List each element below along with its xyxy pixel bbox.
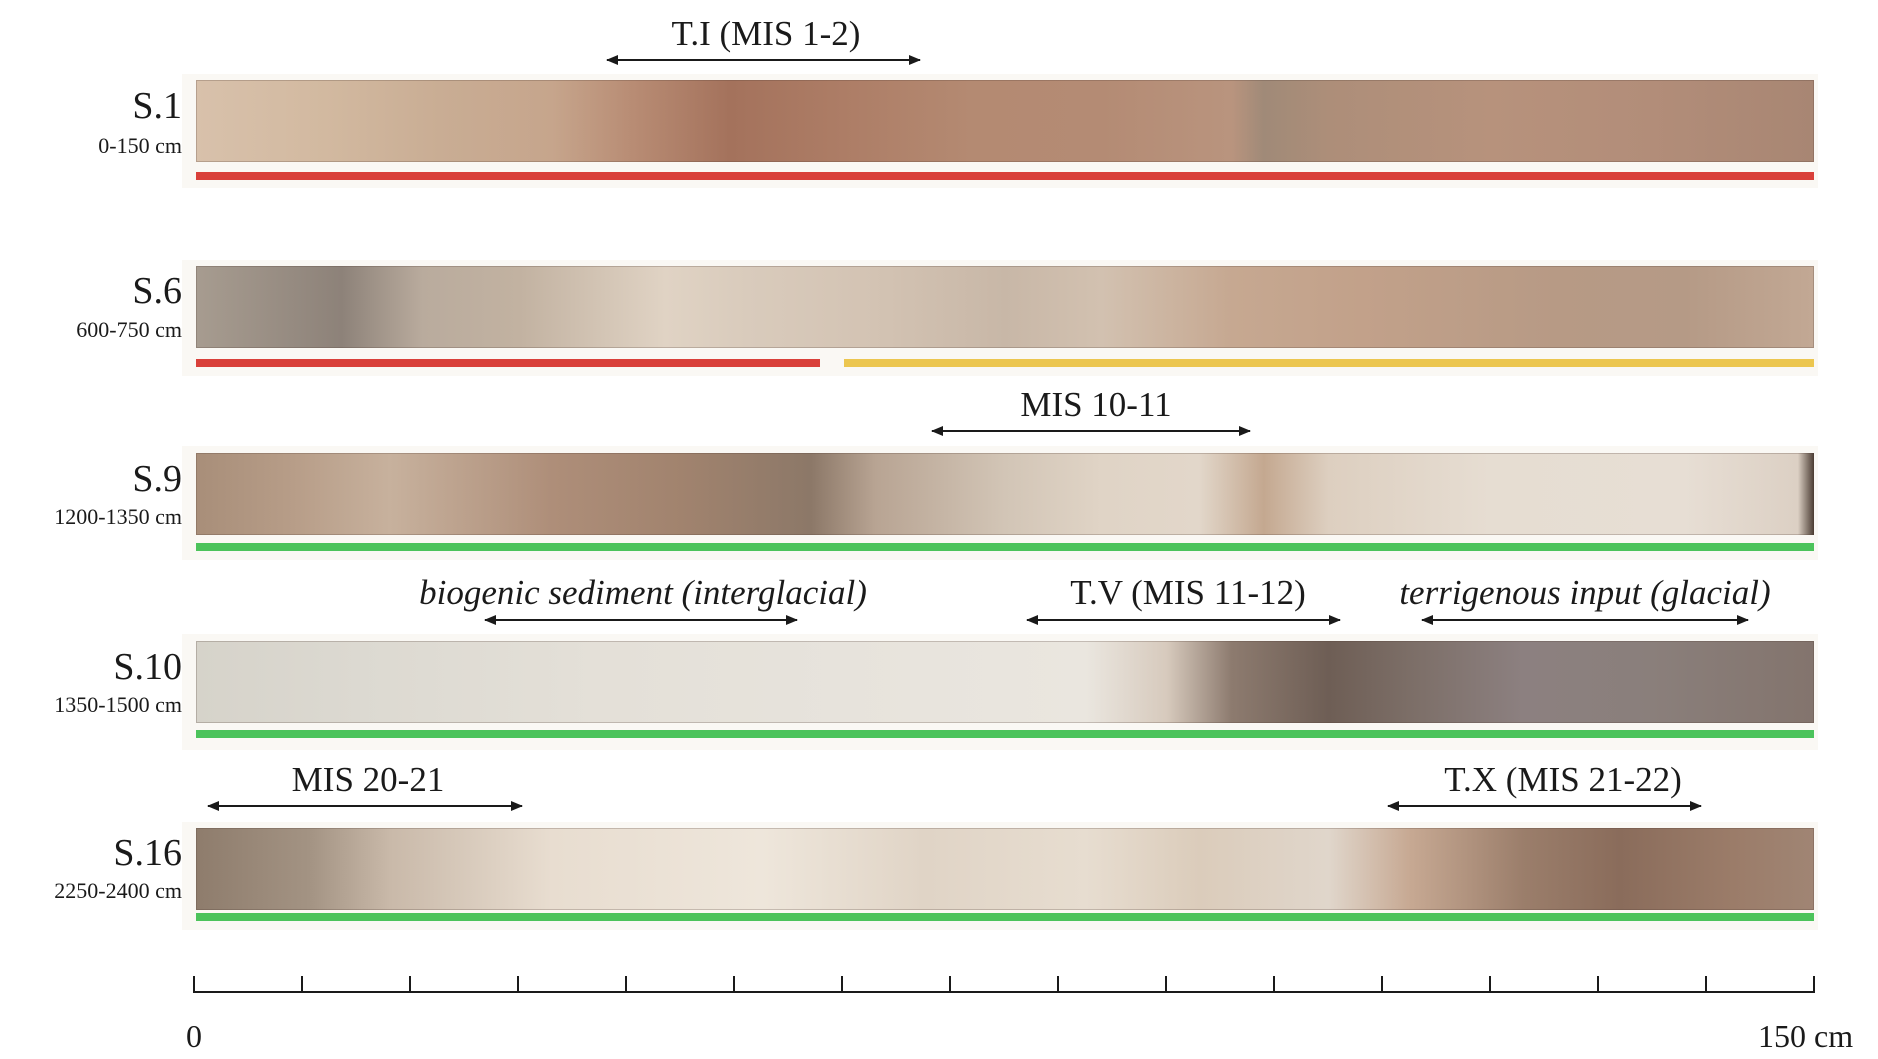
bar-s1-red	[196, 172, 1814, 180]
core-label-s1: S.1	[132, 85, 182, 127]
core-photo-s1	[196, 80, 1814, 162]
annotation-mis-10-11-label: MIS 10-11	[1020, 385, 1172, 424]
core-label-s9: S.9	[132, 458, 182, 500]
core-photo-s9	[196, 453, 1814, 535]
annotation-tx-label: T.X (MIS 21-22)	[1444, 760, 1682, 799]
bar-s16-green	[196, 913, 1814, 921]
core-depth-s10: 1350-1500 cm	[54, 692, 182, 717]
core-photo-s16	[196, 828, 1814, 910]
bar-s6-red	[196, 359, 820, 367]
core-photo-s10	[196, 641, 1814, 723]
annotation-terrigenous-label: terrigenous input (glacial)	[1399, 573, 1771, 612]
scale-start-label: 0	[186, 1018, 202, 1054]
core-label-s10: S.10	[113, 646, 182, 688]
scale-end-label: 150 cm	[1758, 1018, 1854, 1054]
core-depth-s1: 0-150 cm	[98, 133, 182, 158]
core-label-s6: S.6	[132, 270, 182, 312]
bar-s6-yellow	[844, 359, 1814, 367]
annotation-tv-label: T.V (MIS 11-12)	[1070, 573, 1306, 612]
annotation-biogenic-label: biogenic sediment (interglacial)	[419, 573, 867, 612]
annotation-mis-20-21-label: MIS 20-21	[291, 760, 445, 799]
core-depth-s6: 600-750 cm	[76, 317, 182, 342]
bar-s10-green	[196, 730, 1814, 738]
annotation-ti-label: T.I (MIS 1-2)	[671, 14, 861, 53]
core-depth-s16: 2250-2400 cm	[54, 878, 182, 903]
core-photo-s6	[196, 266, 1814, 348]
core-label-s16: S.16	[113, 832, 182, 874]
scale-bar	[193, 976, 1815, 993]
bar-s9-green	[196, 543, 1814, 551]
core-depth-s9: 1200-1350 cm	[54, 504, 182, 529]
